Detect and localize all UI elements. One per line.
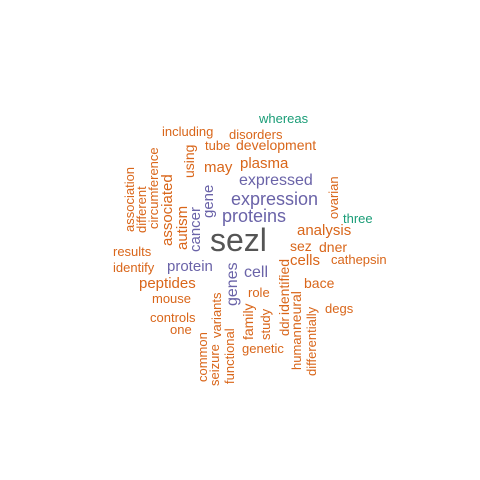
word-cell: cell xyxy=(244,264,269,281)
word-ovarian: ovarian xyxy=(326,176,341,219)
word-expressed: expressed xyxy=(239,172,313,189)
word-human: human xyxy=(289,330,304,370)
word-cells: cells xyxy=(290,252,321,269)
word-including: including xyxy=(162,124,214,139)
word-proteins: proteins xyxy=(222,206,287,226)
word-using: using xyxy=(181,144,197,178)
word-autism: autism xyxy=(174,205,191,250)
word-protein: protein xyxy=(167,258,213,275)
word-cathepsin: cathepsin xyxy=(331,252,387,267)
word-differentially: differentially xyxy=(304,306,319,376)
word-degs: degs xyxy=(325,301,354,316)
word-associated: associated xyxy=(159,174,176,246)
word-sez: sez xyxy=(290,238,312,254)
word-neural: neural xyxy=(288,291,304,330)
word-identify: identify xyxy=(113,260,155,275)
word-analysis: analysis xyxy=(297,222,352,239)
word-study: study xyxy=(258,308,273,340)
word-three: three xyxy=(343,211,373,226)
word-peptides: peptides xyxy=(139,275,196,292)
word-mouse: mouse xyxy=(152,291,192,306)
word-dner: dner xyxy=(319,239,348,255)
word-role: role xyxy=(248,285,270,300)
word-functional: functional xyxy=(222,328,237,384)
word-disorders: disorders xyxy=(229,127,283,142)
word-one: one xyxy=(170,322,192,337)
word-development: development xyxy=(236,137,317,153)
word-bace: bace xyxy=(304,275,335,291)
word-genes: genes xyxy=(224,262,241,306)
word-sezl: sezl xyxy=(210,222,267,258)
word-controls: controls xyxy=(150,310,196,325)
word-genetic: genetic xyxy=(242,341,284,356)
word-tube: tube xyxy=(205,138,231,153)
word-plasma: plasma xyxy=(240,155,289,172)
word-may: may xyxy=(204,159,233,176)
word-results: results xyxy=(113,244,152,259)
word-whereas: whereas xyxy=(259,111,309,126)
word-family: family xyxy=(240,303,256,340)
word-common: common xyxy=(195,332,210,382)
word-expression: expression xyxy=(231,189,319,209)
